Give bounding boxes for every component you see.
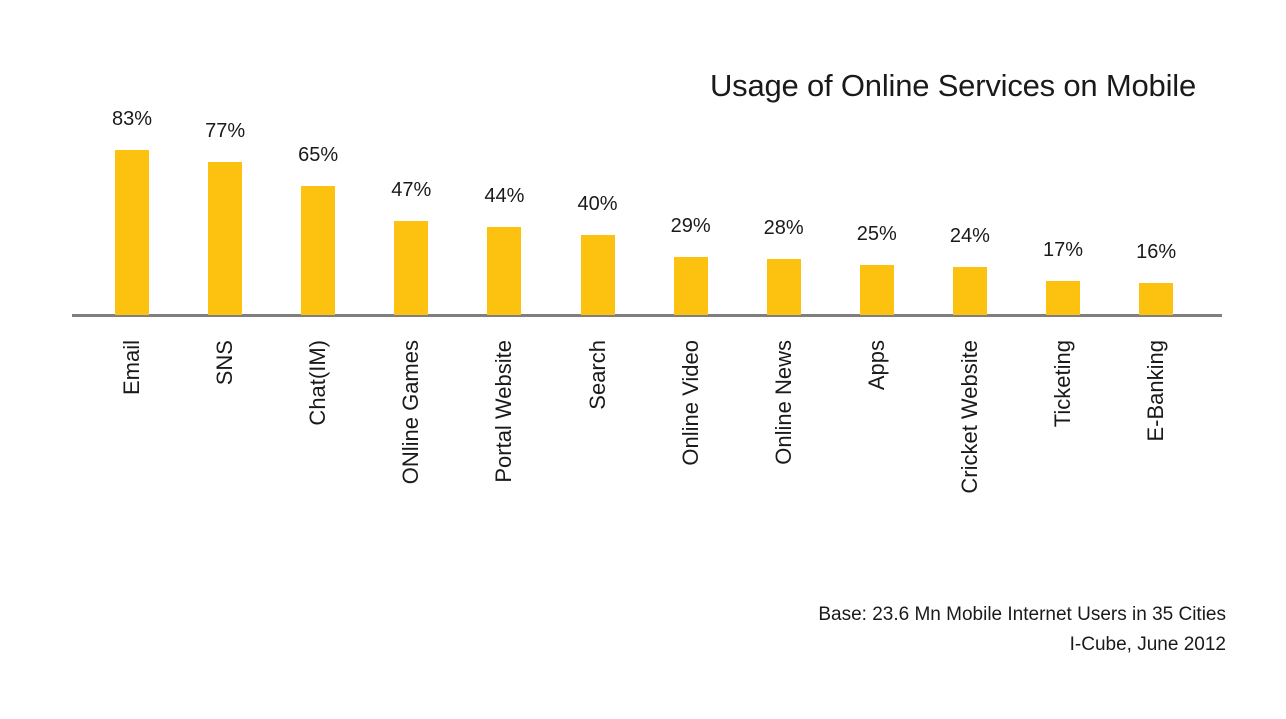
bar bbox=[394, 221, 429, 315]
bar-value-label: 16% bbox=[1136, 241, 1177, 264]
bar-value-label: 25% bbox=[856, 223, 897, 246]
x-axis-category-label: E-Banking bbox=[1143, 340, 1169, 442]
bar bbox=[952, 267, 987, 315]
x-axis-category-label: Online Video bbox=[677, 340, 703, 466]
bar-value-label: 24% bbox=[949, 225, 990, 248]
source-base-line: Base: 23.6 Mn Mobile Internet Users in 3… bbox=[818, 604, 1226, 625]
bar bbox=[1139, 283, 1174, 315]
bar-value-label: 65% bbox=[298, 143, 339, 166]
x-axis-category-label: Cricket Website bbox=[956, 340, 982, 494]
bar-value-label: 44% bbox=[484, 185, 525, 208]
x-axis-category-label: Online News bbox=[770, 340, 796, 465]
bar bbox=[115, 149, 149, 315]
x-axis-category-label: SNS bbox=[212, 340, 238, 386]
x-axis-category-label: Portal Website bbox=[491, 340, 517, 483]
x-axis-category-label: Search bbox=[584, 340, 610, 410]
bar bbox=[487, 227, 522, 315]
bar-value-label: 29% bbox=[670, 215, 711, 238]
x-axis-category-label: Chat(IM) bbox=[305, 340, 331, 426]
bar-value-label: 17% bbox=[1042, 239, 1084, 262]
bar bbox=[208, 161, 243, 315]
x-axis-line bbox=[72, 314, 1222, 317]
x-axis-category-label: Apps bbox=[863, 340, 889, 391]
bar bbox=[580, 235, 615, 315]
x-axis-category-label: Ticketing bbox=[1050, 340, 1075, 428]
bar-value-label: 83% bbox=[111, 107, 153, 130]
source-note: Base: 23.6 Mn Mobile Internet Users in 3… bbox=[818, 600, 1226, 660]
chart-title: Usage of Online Services on Mobile bbox=[709, 68, 1196, 103]
bar bbox=[1046, 281, 1080, 315]
bar-value-label: 28% bbox=[763, 217, 804, 240]
bar bbox=[766, 259, 801, 315]
bar-value-label: 47% bbox=[391, 179, 432, 202]
bar-value-label: 40% bbox=[577, 193, 618, 216]
x-axis-category-label: ONline Games bbox=[398, 340, 424, 485]
source-citation-line: I-Cube, June 2012 bbox=[1069, 634, 1226, 655]
bar bbox=[673, 257, 708, 315]
bar bbox=[301, 185, 336, 315]
bar-value-label: 77% bbox=[205, 119, 246, 142]
x-axis-category-label: Email bbox=[119, 340, 144, 396]
bar bbox=[859, 265, 894, 315]
